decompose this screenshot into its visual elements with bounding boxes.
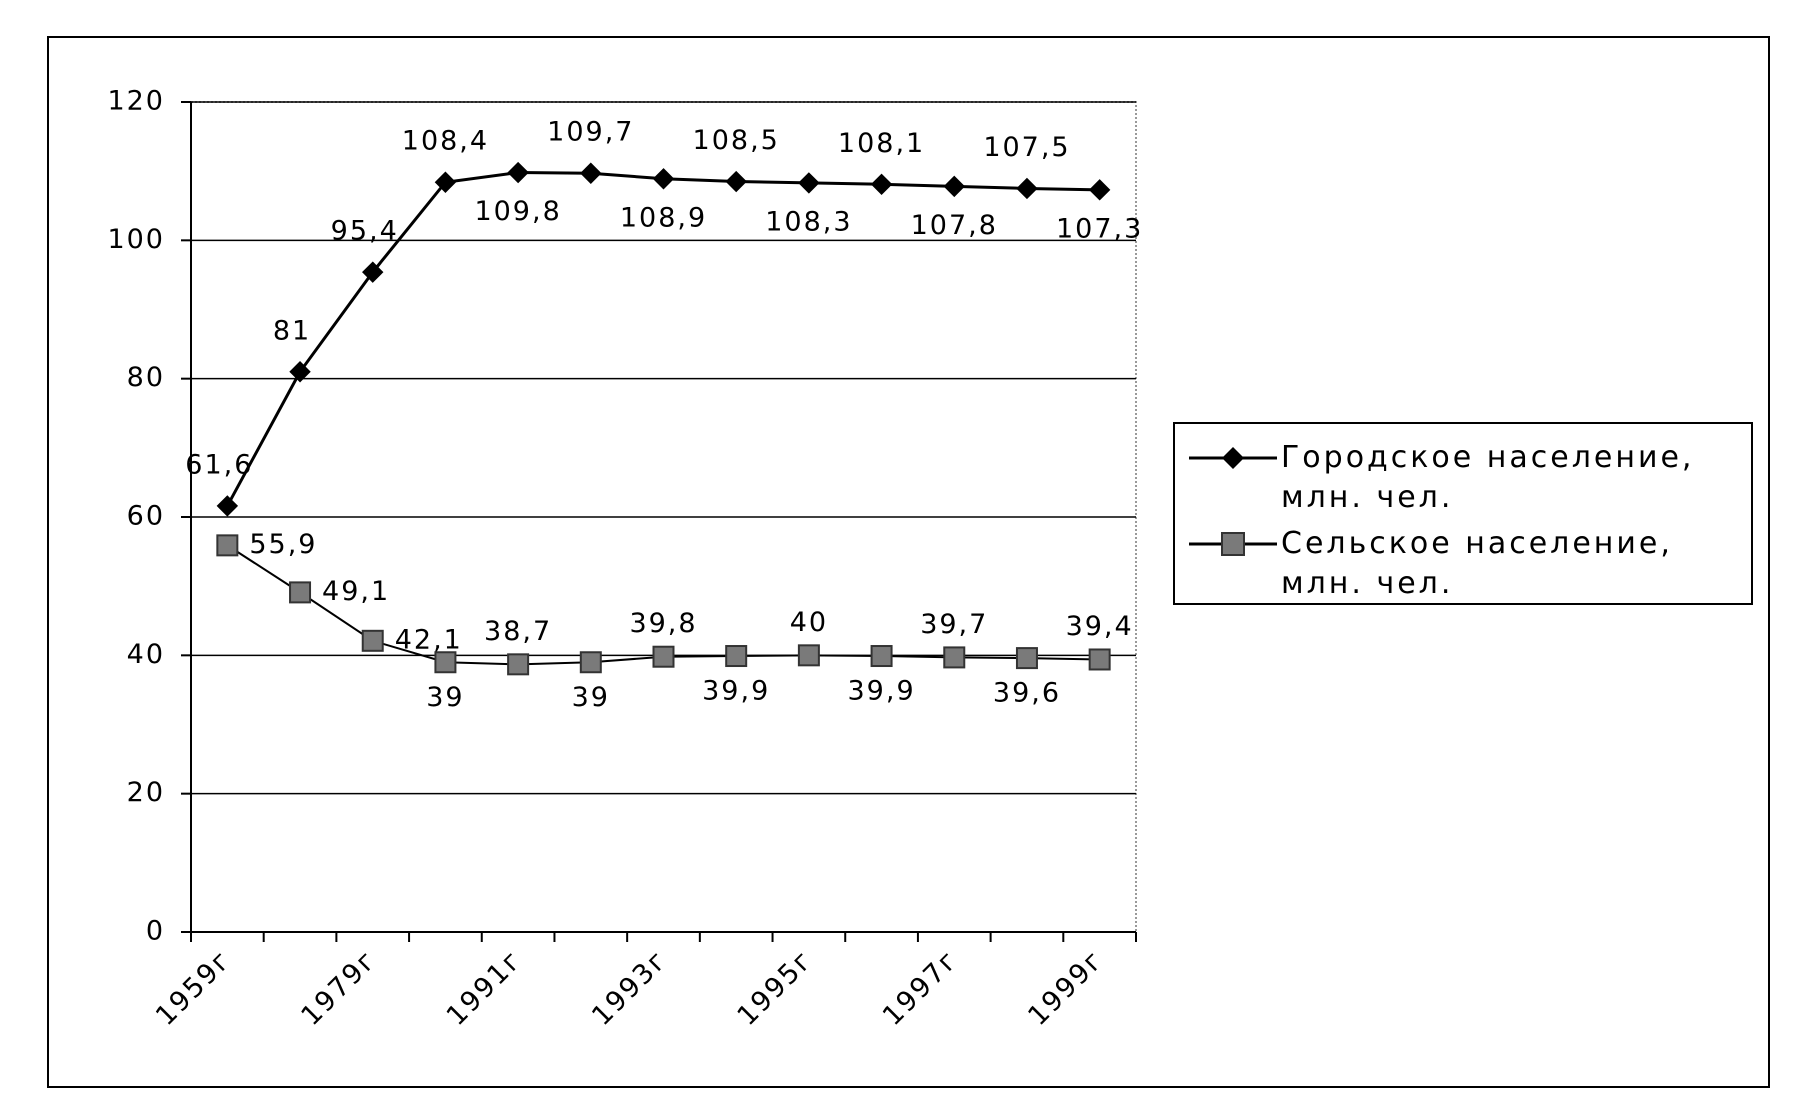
- data-label: 108,4: [402, 126, 489, 157]
- y-tick-label: 120: [107, 86, 165, 117]
- data-label: 109,7: [547, 117, 634, 148]
- x-tick-label: 1997г: [877, 944, 965, 1032]
- marker: [943, 646, 966, 669]
- y-tick-label: 60: [127, 501, 165, 532]
- data-label: 49,1: [322, 576, 390, 607]
- marker: [507, 653, 530, 676]
- data-label: 39,6: [993, 678, 1061, 709]
- marker: [289, 581, 312, 604]
- data-label: 39,9: [702, 676, 770, 707]
- marker: [1088, 179, 1111, 201]
- marker: [797, 644, 820, 667]
- marker: [507, 161, 529, 184]
- data-label: 108,5: [693, 125, 780, 156]
- y-tick-label: 0: [146, 916, 165, 947]
- legend-marker: [1221, 532, 1245, 556]
- marker: [870, 173, 893, 196]
- data-label: 39,7: [920, 609, 988, 640]
- data-label: 108,9: [620, 202, 707, 233]
- marker: [1016, 177, 1038, 200]
- marker: [361, 629, 384, 652]
- data-label: 39,8: [629, 608, 697, 639]
- marker: [434, 651, 457, 674]
- x-tick-label: 1991г: [441, 944, 529, 1032]
- y-tick-label: 80: [127, 362, 165, 393]
- marker: [725, 645, 748, 668]
- data-label: 39: [572, 682, 610, 713]
- marker: [652, 645, 675, 668]
- data-label: 107,3: [1056, 213, 1143, 244]
- legend-label: Сельское население, млн. чел.: [1281, 526, 1673, 601]
- data-label: 107,8: [911, 210, 998, 241]
- y-tick-label: 100: [107, 224, 165, 255]
- marker: [652, 168, 675, 190]
- legend-item: Городское население, млн. чел.: [1185, 438, 1741, 518]
- marker: [216, 534, 239, 557]
- marker: [362, 261, 384, 283]
- data-label: 109,8: [474, 196, 561, 227]
- y-tick-label: 20: [127, 777, 165, 808]
- marker: [1088, 648, 1111, 671]
- x-tick-label: 1979г: [295, 944, 383, 1032]
- marker: [725, 170, 747, 193]
- data-label: 42,1: [395, 624, 463, 655]
- marker: [579, 651, 602, 674]
- x-tick-label: 1959г: [150, 944, 238, 1032]
- marker: [798, 172, 820, 194]
- data-label: 108,1: [838, 128, 925, 159]
- data-label: 107,5: [983, 132, 1070, 163]
- data-label: 61,6: [185, 449, 253, 480]
- data-label: 38,7: [484, 616, 552, 647]
- x-tick-label: 1999г: [1022, 944, 1110, 1032]
- chart-frame: [47, 36, 1770, 1088]
- legend-label: Городское население, млн. чел.: [1281, 440, 1695, 515]
- legend-key: [1189, 447, 1277, 469]
- marker: [580, 162, 602, 184]
- y-tick-label: 40: [127, 639, 165, 670]
- data-label: 95,4: [331, 216, 399, 247]
- marker: [943, 175, 965, 198]
- data-label: 39: [426, 682, 464, 713]
- marker: [434, 171, 457, 193]
- data-label: 40: [790, 607, 828, 638]
- legend: Городское население, млн. чел. Сельское н…: [1173, 422, 1753, 605]
- data-label: 39,9: [848, 676, 916, 707]
- data-label: 55,9: [249, 529, 317, 560]
- marker: [289, 361, 311, 383]
- x-tick-label: 1993г: [586, 944, 674, 1032]
- data-label: 39,4: [1066, 611, 1134, 642]
- legend-marker: [1222, 447, 1244, 469]
- legend-item: Сельское население, млн. чел.: [1185, 524, 1741, 604]
- data-label: 108,3: [765, 206, 852, 237]
- marker: [870, 645, 893, 668]
- marker: [216, 495, 239, 517]
- data-label: 81: [273, 315, 311, 346]
- legend-key: [1189, 532, 1277, 556]
- x-tick-label: 1995г: [732, 944, 820, 1032]
- marker: [1015, 647, 1038, 670]
